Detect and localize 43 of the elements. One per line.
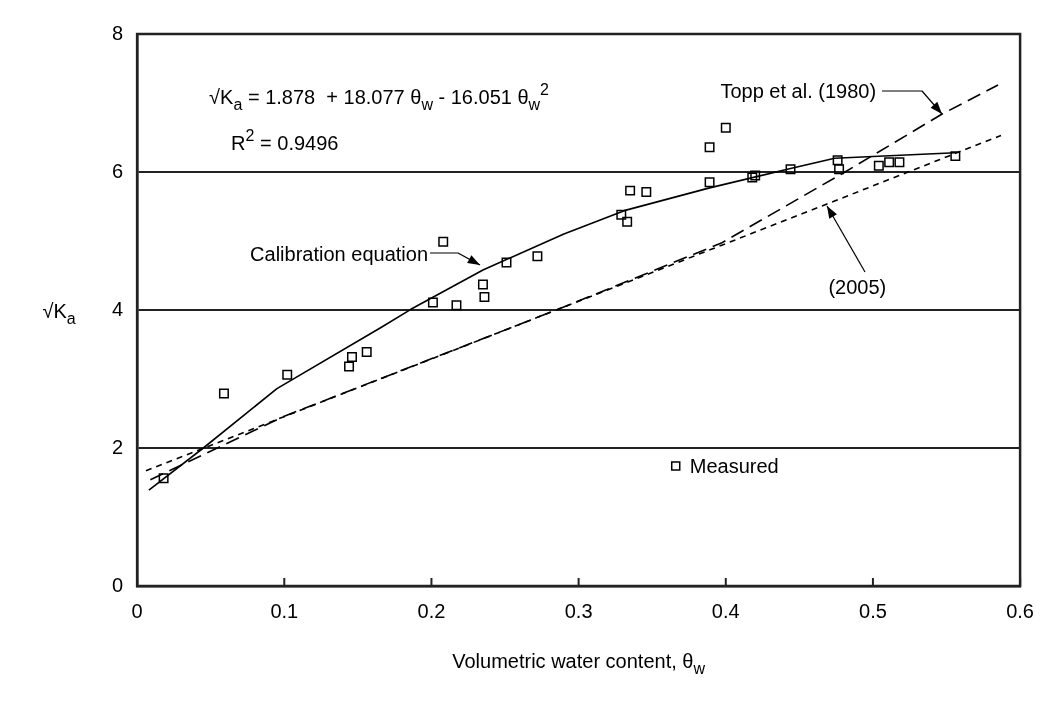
point [785,164,796,175]
point [616,209,627,220]
point [344,361,355,372]
point [950,151,961,162]
point [158,473,169,484]
y-tick-label: 6 [112,159,124,182]
point [641,187,652,197]
y-tick-label: 4 [112,297,124,320]
point [834,164,845,175]
point [282,369,293,380]
point [884,157,895,168]
annotation: Topp et al. (1980) [720,80,877,103]
point [346,351,357,362]
x-tick-label: 0.1 [270,599,299,622]
x-tick-label: 0.2 [417,599,446,622]
point [451,300,462,311]
point [479,291,490,302]
x-tick-label: 0.5 [859,599,887,622]
x-tick-label: 0.3 [564,599,593,622]
x-tick-label: 0.4 [711,599,740,622]
point [218,388,229,399]
point [427,297,438,308]
x-tick-label: 0 [131,599,143,622]
point [873,160,884,171]
annotation: Calibration equation [250,243,429,266]
annotation: (2005) [828,275,887,298]
point [477,279,488,290]
legend-label: Measured [689,455,779,477]
y-tick-label: 0 [112,573,124,596]
point [720,122,731,133]
point [704,142,715,153]
y-tick-label: 2 [112,435,124,458]
point [361,347,372,358]
point [622,216,633,227]
point [832,155,843,166]
point [894,157,905,168]
x-tick-label: 0.6 [1006,599,1034,622]
point [625,185,636,196]
point [501,257,512,268]
point [438,236,449,247]
point [704,177,715,188]
y-tick-label: 8 [112,21,124,44]
point [532,251,543,262]
